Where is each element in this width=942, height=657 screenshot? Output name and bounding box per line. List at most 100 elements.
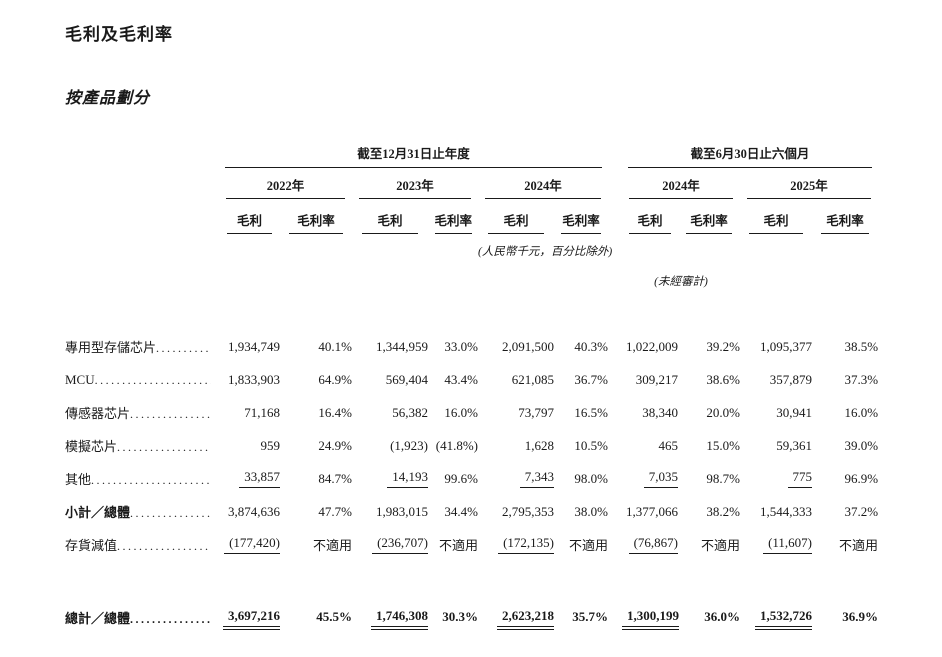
cell-value: 357,879 (769, 371, 813, 387)
year-header-row: 2022年 2023年 2024年 2024年 2025年 (65, 169, 878, 205)
dot-leader (156, 341, 211, 356)
cell-value: 71,168 (244, 404, 280, 420)
cell-value: 621,085 (511, 371, 554, 387)
subheader-gp: 毛利 (226, 210, 273, 234)
dot-leader (117, 539, 211, 554)
page-title: 毛利及毛利率 (65, 25, 173, 44)
dot-leader (130, 407, 211, 422)
cell-value: 35.7% (572, 609, 609, 624)
cell-value: 98.7% (706, 470, 741, 486)
cell-value: (1,923) (390, 437, 428, 453)
cell-value: 14,193 (387, 469, 428, 488)
subheader-gpm: 毛利率 (820, 210, 870, 234)
row-label: 總計／總體 (65, 610, 131, 626)
cell-value: 1,344,959 (376, 338, 428, 354)
cell-value: 38.0% (574, 503, 609, 519)
cell-value: 2,623,218 (497, 608, 554, 630)
cell-value: 不適用 (839, 538, 879, 553)
cell-value: 40.3% (574, 338, 609, 354)
unaudited-note-row: (未經審計) (65, 264, 878, 298)
units-note: (人民幣千元，百分比除外) (478, 246, 613, 258)
cell-value: (236,707) (372, 535, 428, 554)
row-label: 存貨減值 (65, 538, 118, 553)
table-row-mcu: MCU 1,833,903 64.9% 569,404 43.4% 621,08… (65, 363, 878, 396)
cell-value: 96.9% (844, 470, 879, 486)
row-label: 小計／總體 (65, 505, 131, 520)
year-header-2024: 2024年 (485, 175, 602, 199)
cell-value: 33,857 (239, 469, 280, 488)
cell-value: 38.6% (706, 371, 741, 387)
cell-value: 1,095,377 (760, 338, 813, 354)
cell-value: 1,377,066 (626, 503, 679, 519)
cell-value: 1,983,015 (376, 503, 428, 519)
dot-leader (95, 373, 211, 388)
table-row-sensor-chips: 傳感器芯片 71,168 16.4% 56,382 16.0% 73,797 1… (65, 396, 878, 429)
year-header-2022: 2022年 (226, 175, 345, 199)
cell-value: 39.2% (706, 338, 741, 354)
dot-leader (130, 612, 211, 627)
subheader-gpm: 毛利率 (289, 210, 343, 234)
cell-value: 16.0% (444, 404, 478, 420)
cell-value: 47.7% (318, 503, 352, 519)
subheader-gp: 毛利 (629, 210, 671, 234)
row-label: 傳感器芯片 (65, 406, 131, 421)
cell-value: 30,941 (776, 404, 813, 420)
subheader-gpm: 毛利率 (434, 210, 472, 234)
row-label: MCU (65, 371, 95, 387)
cell-value: 16.0% (844, 404, 879, 420)
table-row-memory-chips: 專用型存儲芯片 1,934,749 40.1% 1,344,959 33.0% … (65, 330, 878, 363)
cell-value: 36.7% (574, 371, 609, 387)
cell-value: (76,867) (628, 535, 679, 554)
section-subtitle: 按產品劃分 (65, 90, 151, 107)
cell-value: 465 (658, 437, 679, 453)
cell-value: 1,544,333 (760, 503, 813, 519)
cell-value: 36.9% (842, 609, 879, 624)
cell-value: 36.0% (704, 609, 741, 624)
units-note-row: (人民幣千元，百分比除外) (65, 238, 878, 264)
cell-value: 3,874,636 (228, 503, 280, 519)
cell-value: 34.4% (444, 503, 478, 519)
cell-value: 98.0% (574, 470, 609, 486)
cell-value: 不適用 (701, 538, 741, 553)
cell-value: 16.5% (574, 404, 609, 420)
table-row-inventory-impairment: 存貨減值 (177,420) 不適用 (236,707) 不適用 (172,13… (65, 528, 878, 561)
cell-value: 7,035 (643, 469, 679, 488)
cell-value: 2,091,500 (502, 338, 554, 354)
cell-value: 37.2% (844, 503, 879, 519)
cell-value: 7,343 (519, 469, 554, 488)
dot-leader (130, 506, 211, 521)
cell-value: 1,628 (524, 437, 554, 453)
year-header-2024-interim: 2024年 (629, 175, 734, 199)
cell-value: 43.4% (444, 371, 478, 387)
table-row-total: 總計／總體 3,697,216 45.5% 1,746,308 30.3% 2,… (65, 599, 878, 635)
cell-value: 73,797 (518, 404, 554, 420)
cell-value: 99.6% (444, 470, 478, 486)
table-row-analog-chips: 模擬芯片 959 24.9% (1,923) (41.8%) 1,628 10.… (65, 429, 878, 462)
cell-value: (177,420) (224, 535, 280, 554)
subheader-row: 毛利 毛利率 毛利 毛利率 毛利 毛利率 毛利 毛利率 毛利 毛利率 (65, 205, 878, 238)
cell-value: 59,361 (776, 437, 813, 453)
cell-value: 569,404 (385, 371, 428, 387)
cell-value: 不適用 (312, 538, 352, 553)
year-header-2025-interim: 2025年 (747, 175, 872, 199)
cell-value: 38.2% (706, 503, 741, 519)
cell-value: 3,697,216 (223, 608, 280, 630)
dot-leader (91, 473, 211, 488)
unaudited-note: (未經審計) (654, 276, 708, 288)
subheader-gpm: 毛利率 (686, 210, 732, 234)
year-header-2023: 2023年 (359, 175, 471, 199)
subheader-gpm: 毛利率 (561, 210, 601, 234)
cell-value: 1,833,903 (228, 371, 280, 387)
cell-value: 775 (787, 469, 813, 488)
cell-value: (172,135) (498, 535, 554, 554)
row-label: 模擬芯片 (65, 439, 118, 454)
row-label: 其他 (65, 472, 92, 487)
cell-value: 30.3% (442, 609, 478, 624)
cell-value: 2,795,353 (502, 503, 554, 519)
cell-value: 40.1% (318, 338, 352, 354)
cell-value: 1,934,749 (228, 338, 280, 354)
cell-value: 15.0% (706, 437, 741, 453)
group-header-annual: 截至12月31日止年度 (225, 143, 603, 168)
cell-value: 38.5% (844, 338, 879, 354)
